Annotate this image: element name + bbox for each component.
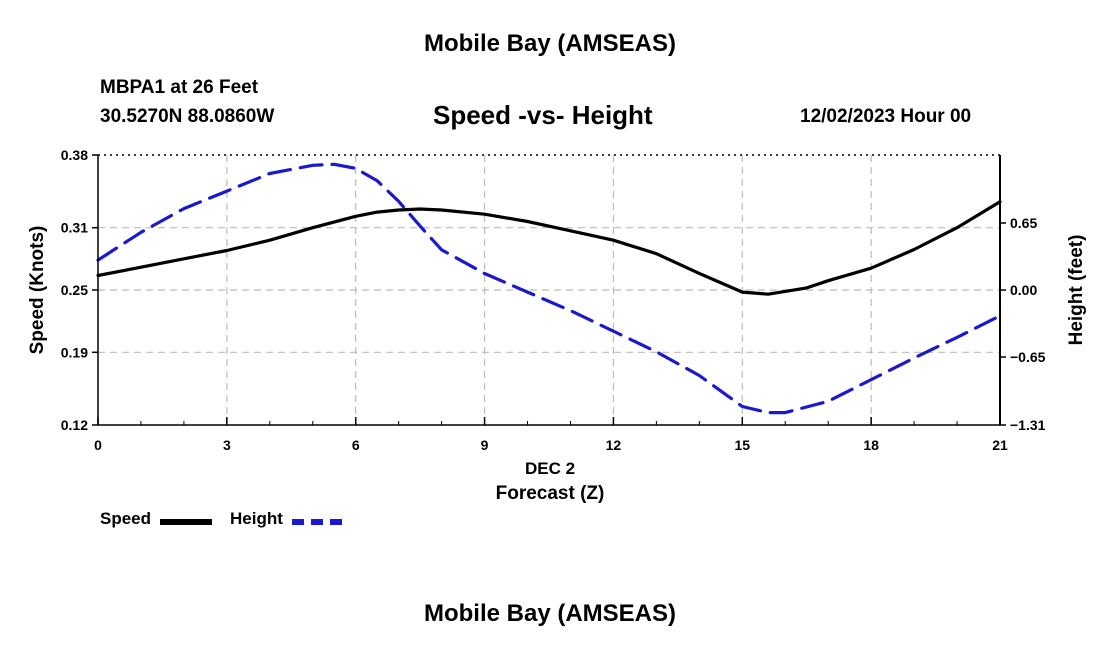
- y2-tick-label: 0.65: [1010, 215, 1037, 231]
- chart-title: Speed -vs- Height: [433, 100, 653, 130]
- x-tick-label: 12: [606, 437, 622, 453]
- x-tick-label: 18: [863, 437, 879, 453]
- y2-tick-label: 0.00: [1010, 282, 1037, 298]
- x-tick-label: 3: [223, 437, 231, 453]
- series-lines: [96, 162, 1002, 415]
- x-tick-label: 9: [481, 437, 489, 453]
- forecast-date-label: 12/02/2023 Hour 00: [800, 106, 972, 127]
- legend-swatch-speed: [160, 519, 212, 525]
- page-title-bottom: Mobile Bay (AMSEAS): [423, 600, 677, 627]
- x-date-label: DEC 2: [524, 459, 576, 478]
- axes: 0 3 6 9 12 15 18 21 0.12 0.19 0.25 0.31 0.38 −1.31 −0.…: [61, 147, 1046, 453]
- y-tick-label: 0.19: [61, 344, 88, 360]
- y-axis-label: Speed (Knots): [27, 226, 48, 355]
- x-axis-label: Forecast (Z): [495, 483, 605, 504]
- coordinates-label: 30.5270N 88.0860W: [100, 106, 275, 127]
- series-line-height: [96, 162, 1002, 415]
- x-tick-label: 6: [352, 437, 360, 453]
- y-tick-label: 0.12: [61, 417, 88, 433]
- y-tick-label: 0.25: [61, 282, 88, 298]
- y2-tick-label: −0.65: [1010, 349, 1046, 365]
- legend-label-height: Height: [230, 509, 283, 528]
- page-title-top: Mobile Bay (AMSEAS): [423, 30, 677, 57]
- station-label: MBPA1 at 26 Feet: [100, 77, 259, 98]
- legend-swatch-height: [292, 519, 342, 525]
- x-tick-label: 0: [94, 437, 102, 453]
- series-line-speed: [96, 200, 1002, 296]
- y2-axis-label: Height (feet): [1066, 235, 1087, 346]
- legend-label-speed: Speed: [100, 509, 152, 528]
- y-tick-label: 0.31: [61, 220, 88, 236]
- x-tick-label: 21: [992, 437, 1008, 453]
- x-tick-label: 15: [734, 437, 750, 453]
- y2-tick-label: −1.31: [1010, 417, 1046, 433]
- y-tick-label: 0.38: [61, 147, 88, 163]
